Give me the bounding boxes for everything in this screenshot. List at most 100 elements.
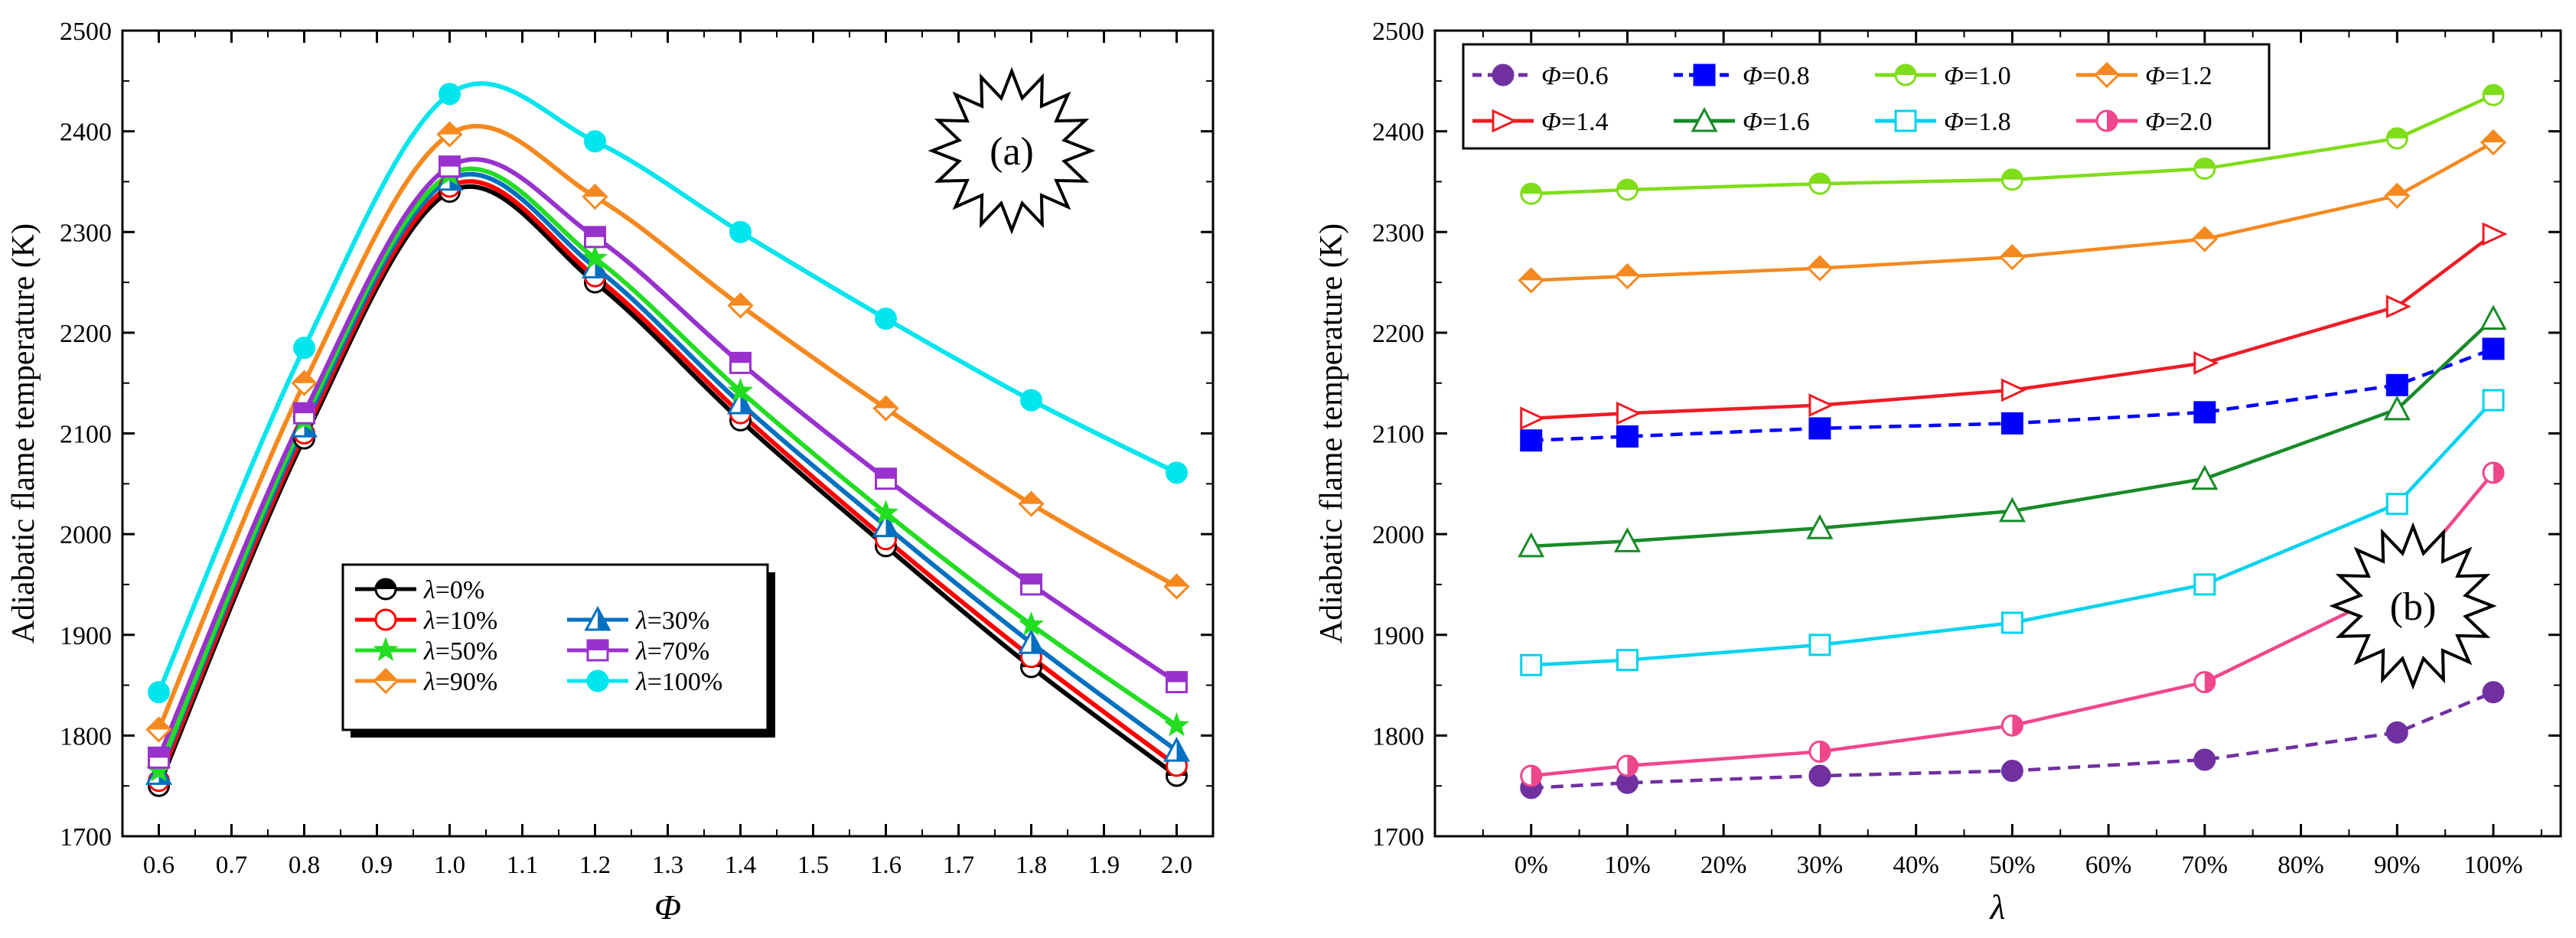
panel-label-starburst (2329, 522, 2497, 690)
data-point-90 (436, 121, 463, 148)
x-tick-label: 1.1 (507, 852, 538, 879)
data-point-1-8 (1808, 633, 1831, 656)
y-tick-label: 1700 (60, 823, 112, 852)
data-point-90 (582, 184, 608, 210)
y-tick-label: 2500 (1372, 18, 1424, 46)
legend-label: Φ=1.0 (1944, 62, 2011, 90)
data-point-70 (875, 467, 897, 490)
data-point-1-0 (2385, 127, 2408, 150)
data-point-1-6 (2191, 464, 2219, 490)
x-tick-label: 80% (2278, 852, 2324, 879)
y-tick-label: 2200 (60, 320, 112, 348)
x-tick-label: 1.9 (1088, 852, 1120, 879)
legend-label: λ=50% (423, 637, 497, 666)
legend-item-1-4: Φ=1.4 (1472, 108, 1609, 136)
legend-item-30: λ=30% (567, 605, 709, 635)
x-tick-label: 1.3 (652, 852, 683, 879)
x-tick-label: 1.8 (1016, 852, 1047, 879)
data-point-1-0 (1808, 172, 1831, 195)
data-point-90 (727, 292, 754, 319)
legend-item-10: λ=10% (355, 607, 497, 635)
legend-label: λ=30% (635, 607, 709, 635)
data-point-1-8 (1616, 649, 1639, 672)
legend-item-1-6: Φ=1.6 (1674, 106, 1810, 136)
panel-a-chart: 1700 1800 1900 2000 2100 2200 2300 2400 2500 0.6 0… (6, 18, 1215, 927)
data-point-100 (1166, 461, 1188, 484)
data-point-0-8 (2482, 337, 2505, 360)
legend-marker (1691, 106, 1718, 132)
data-point-90 (1018, 490, 1045, 517)
y-tick-label: 2500 (60, 18, 112, 46)
legend-box (1462, 43, 2271, 150)
legend-label: Φ=1.6 (1743, 108, 1810, 136)
data-point-1-0 (2000, 168, 2023, 191)
series-line-90 (156, 123, 1178, 731)
data-point-30 (1017, 629, 1045, 654)
data-point-100 (293, 337, 315, 360)
data-point-0-8 (2000, 412, 2023, 435)
y-tick-label: 2000 (1372, 521, 1424, 549)
data-point-0-6 (2482, 681, 2505, 704)
data-point-70 (293, 402, 315, 425)
legend-label: Φ=0.8 (1743, 62, 1810, 90)
x-tick-label: 10% (1604, 852, 1651, 879)
legend-item-0: λ=0% (355, 576, 484, 604)
y-tick-label: 1900 (60, 622, 112, 650)
data-point-0-8 (2193, 401, 2216, 424)
legend: Φ=0.6 Φ=0.8 Φ=1.0 Φ=1.2 Φ=1.4 Φ=1.6 Φ=1.8 Φ=2.0 (1462, 43, 2271, 150)
y-tick-label: 2300 (60, 219, 112, 247)
data-point-2-0 (1520, 764, 1543, 787)
data-point-1-8 (2385, 493, 2408, 516)
data-point-30 (1162, 736, 1191, 762)
data-point-30 (726, 389, 755, 415)
x-tick-label: 1.6 (870, 852, 902, 879)
x-tick-label: 100% (2464, 852, 2522, 879)
data-point-50 (872, 500, 899, 524)
data-point-50 (727, 377, 754, 402)
legend-marker (374, 578, 397, 601)
legend-marker (1894, 109, 1917, 132)
x-tick-label: 1.0 (434, 852, 465, 879)
data-point-1-6 (1613, 527, 1641, 552)
legend-item-1-0: Φ=1.0 (1875, 62, 2011, 90)
legend-label: λ=100% (635, 668, 722, 696)
legend-item-1-8: Φ=1.8 (1875, 108, 2011, 136)
panel-label-starburst (928, 67, 1096, 235)
legend-label: Φ=1.4 (1541, 108, 1609, 136)
data-point-1-6 (1998, 497, 2026, 523)
legend-marker (586, 639, 609, 662)
x-tick-label: 90% (2374, 852, 2421, 879)
x-tick-label: 1.4 (725, 852, 756, 879)
legend-item-100: λ=100% (567, 668, 722, 696)
data-point-1-2 (1999, 244, 2026, 271)
data-point-1-4 (1520, 406, 1546, 431)
legend-marker (374, 608, 397, 631)
x-tick-label: 0.9 (361, 852, 393, 879)
plot-frame (1433, 29, 2562, 838)
data-point-0-6 (2385, 721, 2408, 744)
data-point-1-6 (1518, 532, 1545, 558)
data-point-2-0 (2193, 671, 2216, 694)
data-point-1-8 (2000, 611, 2023, 634)
data-point-0-8 (1616, 425, 1639, 448)
data-point-1-2 (2191, 226, 2218, 252)
data-point-1-4 (2385, 295, 2411, 319)
legend-marker (373, 637, 399, 662)
x-tick-label: 0.8 (289, 852, 320, 879)
legend-marker (1894, 64, 1917, 86)
data-point-0-6 (1808, 764, 1831, 787)
legend-marker (1492, 109, 1518, 133)
data-point-70 (1166, 671, 1188, 694)
data-point-1-2 (2480, 129, 2507, 156)
y-tick-label: 2400 (60, 119, 112, 147)
data-point-1-4 (2482, 222, 2508, 246)
data-point-2-0 (1616, 754, 1639, 777)
legend-item-90: λ=90% (355, 667, 497, 696)
data-point-1-6 (2383, 395, 2411, 421)
data-point-100 (148, 681, 170, 704)
data-point-90 (872, 395, 899, 422)
legend-label: Φ=2.0 (2145, 108, 2212, 136)
legend-label: λ=70% (635, 637, 709, 666)
data-point-70 (1020, 573, 1042, 596)
